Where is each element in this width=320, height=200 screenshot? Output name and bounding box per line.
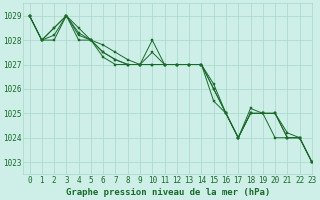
X-axis label: Graphe pression niveau de la mer (hPa): Graphe pression niveau de la mer (hPa) [66,188,270,197]
